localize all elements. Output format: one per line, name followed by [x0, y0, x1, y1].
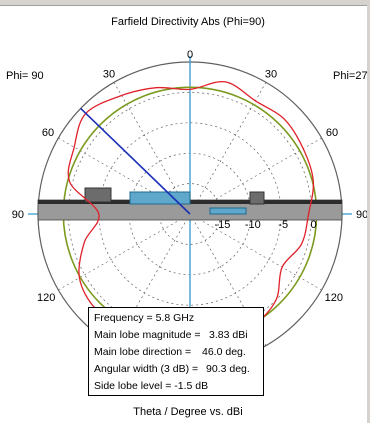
left-plane-label: Phi= 90: [6, 70, 44, 82]
angle-label-0: 0: [187, 49, 193, 61]
x-axis-label: Theta / Degree vs. dBi: [133, 406, 242, 418]
radial-tick-label-1: -10: [245, 219, 261, 231]
angular-width-value: 90.3 deg.: [206, 363, 250, 375]
main-lobe-direction-line: [80, 107, 191, 215]
angle-label-6: 30: [265, 69, 277, 81]
main-lobe-magnitude-label: Main lobe magnitude =: [94, 329, 201, 341]
main-lobe-direction-label: Main lobe direction =: [94, 346, 192, 358]
frequency-text: Frequency = 5.8 GHz: [94, 312, 195, 324]
angular-width-label: Angular width (3 dB) =: [94, 363, 199, 375]
feed-element: [129, 191, 191, 205]
main-lobe-direction-value: 46.0 deg.: [202, 346, 246, 358]
results-info-box: Frequency = 5.8 GHz Main lobe magnitude …: [88, 307, 264, 396]
angle-label-1: 30: [103, 69, 115, 81]
angle-label-7: 60: [326, 127, 338, 139]
antenna-structure-overlay: [37, 187, 343, 221]
angle-label-4: 120: [37, 292, 55, 304]
window-right-border: [367, 0, 370, 423]
radial-tick-label-0: -15: [214, 219, 230, 231]
radial-tick-label-2: -5: [278, 219, 288, 231]
radial-tick-label-3: 0: [311, 219, 317, 231]
side-lobe-level-text: Side lobe level = -1.5 dB: [94, 380, 209, 392]
angle-label-9: 120: [325, 292, 343, 304]
connector-block-left: [84, 187, 112, 203]
window-top-border: [0, 0, 370, 6]
main-lobe-magnitude-value: 3.83 dBi: [209, 329, 248, 341]
spoke-120: [58, 213, 191, 291]
angle-label-2: 60: [42, 127, 54, 139]
angle-label-3: 90: [12, 209, 24, 221]
right-plane-label: Phi=270: [333, 70, 370, 82]
connector-block-right: [249, 191, 265, 205]
feed-line-right: [209, 207, 247, 215]
chart-title: Farfield Directivity Abs (Phi=90): [111, 16, 265, 28]
angle-label-8: 90: [356, 209, 368, 221]
